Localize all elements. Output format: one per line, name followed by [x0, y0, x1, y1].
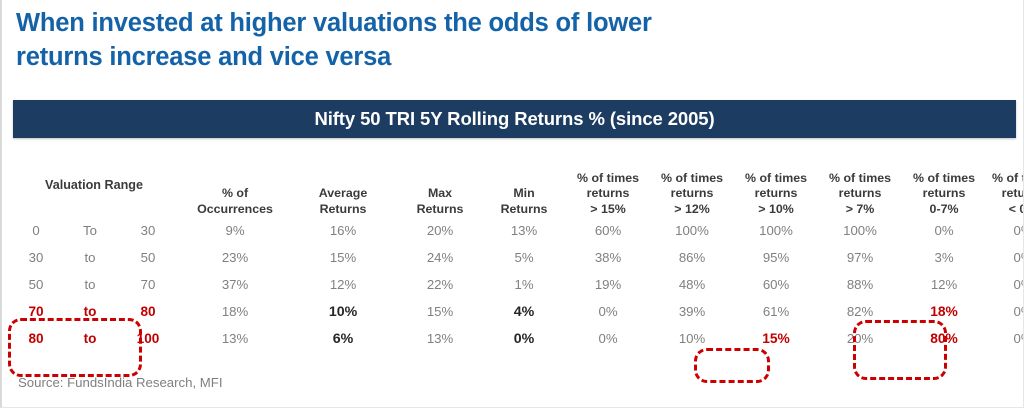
- cell-range-low: 70: [28, 304, 44, 319]
- cell-range-high: 50: [140, 250, 156, 265]
- cell-range-low: 50: [28, 277, 44, 292]
- cell-average-returns: 6%: [332, 330, 354, 347]
- cell-max-returns: 13%: [426, 331, 454, 346]
- col-header-returns-lt-0: % of times returns < 0%: [992, 170, 1023, 216]
- cell-max-returns: 24%: [426, 250, 454, 265]
- table-title-banner: Nifty 50 TRI 5Y Rolling Returns % (since…: [13, 100, 1016, 138]
- cell-returns-gt-7: 82%: [846, 304, 874, 319]
- cell-range-sep: To: [83, 223, 97, 238]
- cell-returns-gt-15: 0%: [598, 304, 618, 319]
- table-row: 30 to 50 23% 15% 24% 5% 38% 86% 95% 97% …: [6, 244, 1023, 271]
- data-table-wrapper: Valuation Range % of Occurrences Average…: [2, 155, 1023, 352]
- cell-returns-lt-0: 0%: [1013, 304, 1023, 319]
- cell-range-high: 100: [136, 331, 160, 346]
- cell-range-high: 70: [140, 277, 156, 292]
- col-header-occurrences: % of Occurrences: [197, 186, 273, 216]
- cell-returns-gt-10: 15%: [762, 331, 790, 346]
- cell-max-returns: 20%: [426, 223, 454, 238]
- cell-returns-gt-7: 97%: [846, 250, 874, 265]
- cell-min-returns: 13%: [510, 223, 538, 238]
- cell-returns-gt-10: 61%: [762, 304, 790, 319]
- cell-returns-lt-0: 0%: [1013, 277, 1023, 292]
- cell-returns-gt-12: 86%: [678, 250, 706, 265]
- highlight-box-returns-gt-10: [694, 348, 770, 383]
- col-header-returns-gt-12: % of times returns > 12%: [661, 170, 723, 216]
- page-title-line-1: When invested at higher valuations the o…: [16, 9, 652, 37]
- cell-occurrences: 13%: [221, 331, 249, 346]
- cell-returns-gt-15: 0%: [598, 331, 618, 346]
- rolling-returns-table: Valuation Range % of Occurrences Average…: [6, 155, 1023, 352]
- cell-range-low: 80: [28, 331, 44, 346]
- cell-returns-gt-10: 100%: [759, 223, 793, 238]
- col-header-returns-gt-15: % of times returns > 15%: [577, 170, 639, 216]
- cell-returns-gt-15: 19%: [594, 277, 622, 292]
- cell-returns-gt-15: 38%: [594, 250, 622, 265]
- col-header-min-returns: Min Returns: [500, 186, 548, 216]
- cell-average-returns: 15%: [329, 250, 357, 265]
- col-header-returns-gt-7: % of times returns > 7%: [829, 170, 891, 216]
- cell-min-returns: 0%: [513, 330, 535, 347]
- col-header-returns-0-to-7: % of times returns 0-7%: [913, 170, 975, 216]
- cell-returns-lt-0: 0%: [1013, 223, 1023, 238]
- cell-returns-gt-12: 48%: [678, 277, 706, 292]
- cell-returns-0-to-7: 0%: [934, 223, 954, 238]
- cell-average-returns: 12%: [329, 277, 357, 292]
- cell-max-returns: 22%: [426, 277, 454, 292]
- cell-returns-0-to-7: 80%: [930, 331, 958, 346]
- cell-min-returns: 4%: [513, 303, 535, 320]
- cell-returns-0-to-7: 12%: [930, 277, 958, 292]
- cell-range-sep: to: [84, 250, 96, 265]
- cell-range-high: 80: [140, 304, 156, 319]
- cell-average-returns: 16%: [329, 223, 357, 238]
- cell-returns-lt-0: 0%: [1013, 331, 1023, 346]
- cell-range-sep: to: [83, 331, 97, 346]
- cell-returns-gt-7: 100%: [843, 223, 877, 238]
- table-row: 70 to 80 18% 10% 15% 4% 0% 39% 61% 82% 1…: [6, 298, 1023, 325]
- cell-occurrences: 23%: [221, 250, 249, 265]
- col-header-max-returns: Max Returns: [416, 186, 464, 216]
- source-note: Source: FundsIndia Research, MFI: [18, 375, 223, 390]
- col-header-returns-gt-10: % of times returns > 10%: [745, 170, 807, 216]
- cell-returns-0-to-7: 18%: [930, 304, 958, 319]
- cell-range-low: 0: [32, 223, 40, 238]
- table-row: 50 to 70 37% 12% 22% 1% 19% 48% 60% 88% …: [6, 271, 1023, 298]
- cell-returns-gt-7: 88%: [846, 277, 874, 292]
- cell-occurrences: 18%: [221, 304, 249, 319]
- table-title-text: Nifty 50 TRI 5Y Rolling Returns % (since…: [314, 108, 715, 129]
- cell-occurrences: 9%: [225, 223, 245, 238]
- cell-returns-gt-12: 10%: [678, 331, 706, 346]
- cell-returns-gt-7: 20%: [846, 331, 874, 346]
- cell-min-returns: 5%: [514, 250, 534, 265]
- cell-average-returns: 10%: [328, 303, 358, 320]
- col-header-valuation-range: Valuation Range: [45, 178, 143, 193]
- cell-returns-0-to-7: 3%: [934, 250, 954, 265]
- cell-max-returns: 15%: [426, 304, 454, 319]
- cell-returns-lt-0: 0%: [1013, 250, 1023, 265]
- cell-returns-gt-12: 100%: [675, 223, 709, 238]
- cell-returns-gt-10: 60%: [762, 277, 790, 292]
- cell-occurrences: 37%: [221, 277, 249, 292]
- cell-min-returns: 1%: [514, 277, 534, 292]
- cell-returns-gt-10: 95%: [762, 250, 790, 265]
- cell-returns-gt-15: 60%: [594, 223, 622, 238]
- table-row: 80 to 100 13% 6% 13% 0% 0% 10% 15% 20% 8…: [6, 325, 1023, 352]
- col-header-average-returns: Average Returns: [318, 186, 368, 216]
- table-header-row: Valuation Range % of Occurrences Average…: [6, 155, 1023, 217]
- cell-range-low: 30: [28, 250, 44, 265]
- cell-returns-gt-12: 39%: [678, 304, 706, 319]
- cell-range-sep: to: [83, 304, 97, 319]
- table-row: 0 To 30 9% 16% 20% 13% 60% 100% 100% 100…: [6, 217, 1023, 244]
- page-title-line-2: returns increase and vice versa: [16, 43, 392, 71]
- page-title: When invested at higher valuations the o…: [16, 6, 776, 74]
- cell-range-high: 30: [140, 223, 156, 238]
- cell-range-sep: to: [84, 277, 96, 292]
